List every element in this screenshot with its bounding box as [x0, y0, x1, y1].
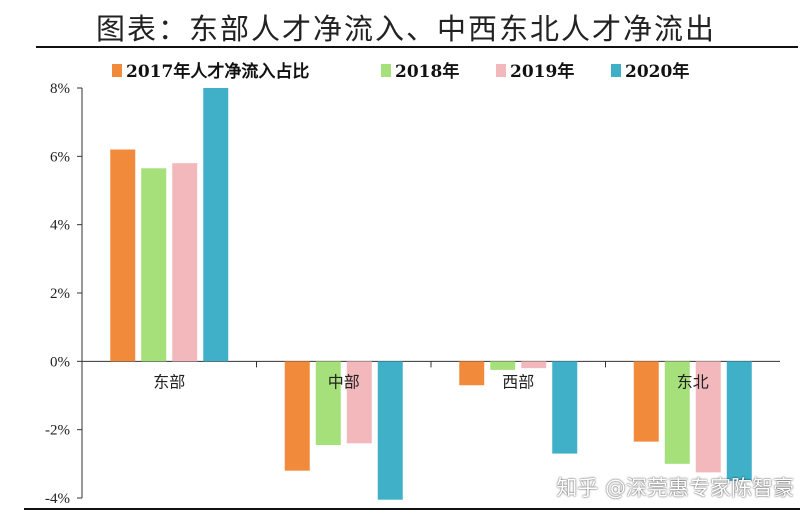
category-label: 中部 — [328, 372, 360, 391]
bar-2 — [490, 361, 516, 370]
bar-3 — [346, 361, 372, 444]
page-title: 图表：东部人才净流入、中西东北人才净流出 — [95, 12, 716, 46]
bar-3 — [172, 163, 198, 362]
bar-4 — [552, 361, 578, 454]
bar-3 — [695, 361, 721, 473]
legend-label: 2019年 — [510, 61, 574, 82]
bar-1 — [284, 361, 310, 471]
bar-2 — [664, 361, 690, 464]
bar-1 — [633, 361, 659, 442]
y-tick-label: 4% — [50, 218, 70, 234]
bar-2 — [315, 361, 341, 446]
bar-1 — [110, 149, 136, 362]
category-label: 东部 — [153, 372, 185, 391]
bar-4 — [377, 361, 403, 500]
bar-4 — [203, 88, 229, 362]
bottom-divider — [24, 508, 800, 510]
y-tick-label: -4% — [45, 491, 70, 507]
legend-swatch — [112, 64, 122, 77]
legend-label: 2017年人才净流入占比 — [126, 61, 309, 82]
legend-swatch — [496, 64, 506, 77]
watermark: 知乎 @深莞惠专家陈智豪 — [556, 476, 794, 500]
legend-label: 2020年 — [625, 61, 689, 82]
bar-1 — [459, 361, 485, 386]
y-tick-label: 6% — [50, 149, 70, 165]
bar-2 — [141, 168, 167, 362]
y-tick-label: -2% — [45, 423, 70, 439]
legend-swatch — [381, 64, 391, 77]
bar-4 — [726, 361, 752, 481]
title-divider — [36, 46, 798, 48]
category-label: 东北 — [677, 372, 709, 391]
bar-3 — [521, 361, 547, 369]
y-tick-label: 8% — [50, 81, 70, 97]
legend-swatch — [611, 64, 621, 77]
legend-label: 2018年 — [395, 61, 459, 82]
y-tick-label: 2% — [50, 286, 70, 302]
category-label: 西部 — [502, 372, 534, 391]
y-tick-label: 0% — [50, 354, 70, 370]
